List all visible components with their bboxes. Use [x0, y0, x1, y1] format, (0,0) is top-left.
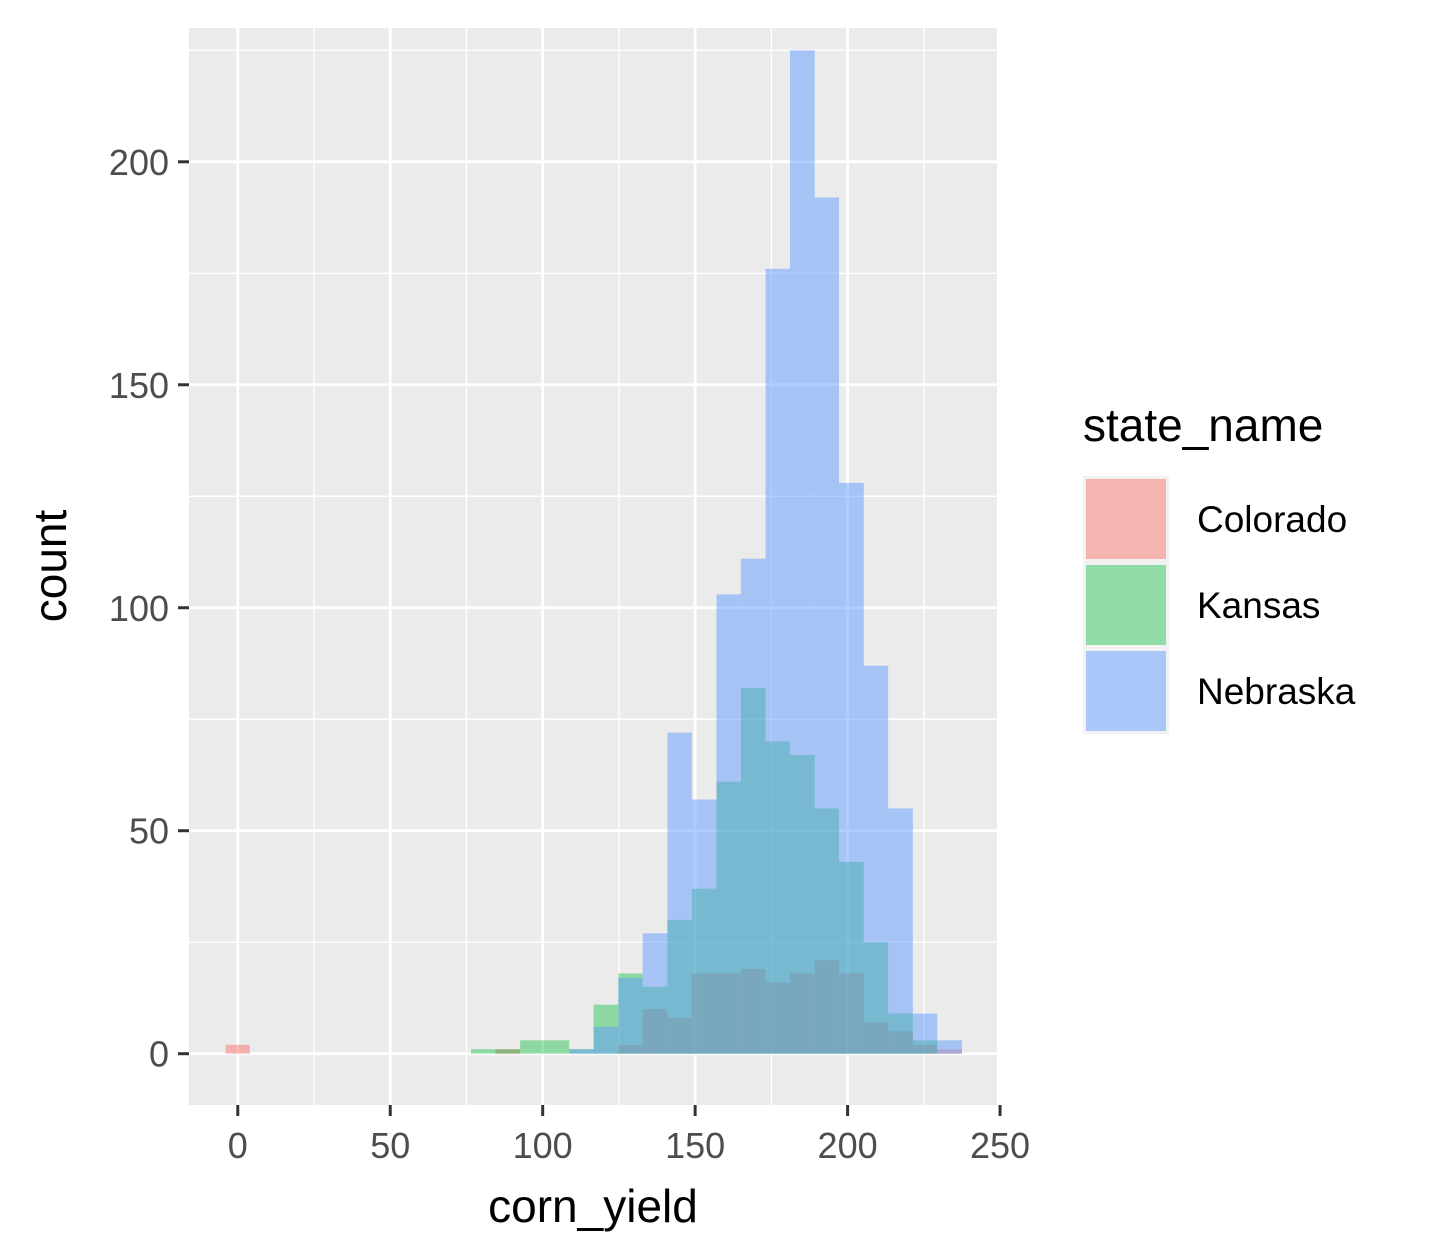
histogram-bar: [544, 1040, 570, 1054]
x-tick-label: 0: [228, 1125, 248, 1166]
legend: state_name Colorado Kansas Nebraska: [1083, 399, 1356, 734]
x-tick-label: 200: [818, 1125, 878, 1166]
histogram-bars: [225, 50, 962, 1054]
histogram-bar: [789, 50, 815, 1054]
histogram-bar: [667, 732, 692, 1054]
histogram-bar: [520, 1040, 545, 1054]
legend-swatch: [1086, 651, 1166, 731]
x-tick-label: 150: [665, 1125, 725, 1166]
histogram-bar: [495, 1049, 521, 1054]
histogram-bar: [814, 197, 840, 1054]
histogram-bar: [225, 1044, 250, 1054]
histogram-bar: [888, 808, 913, 1054]
histogram-bar: [863, 665, 889, 1054]
histogram-bar: [839, 482, 864, 1054]
y-axis: 0 50 100 150 200: [109, 142, 189, 1075]
x-axis-title: corn_yield: [488, 1180, 698, 1232]
histogram-bar: [569, 1049, 594, 1054]
legend-label: Nebraska: [1197, 671, 1356, 712]
x-axis: 0 50 100 150 200 250: [228, 1105, 1030, 1166]
legend-swatch: [1086, 565, 1166, 645]
histogram-bar: [740, 558, 766, 1054]
x-tick-label: 100: [513, 1125, 573, 1166]
histogram-bar: [716, 594, 741, 1054]
y-axis-title: count: [24, 510, 76, 623]
y-tick-label: 150: [109, 365, 169, 406]
legend-label: Colorado: [1197, 499, 1347, 540]
series-nebraska: [569, 50, 962, 1054]
y-tick-label: 0: [149, 1034, 169, 1075]
legend-label: Kansas: [1197, 585, 1320, 626]
histogram-bar: [937, 1040, 962, 1054]
histogram-bar: [471, 1049, 496, 1054]
y-tick-label: 100: [109, 588, 169, 629]
legend-swatch: [1086, 479, 1166, 559]
histogram-bar: [912, 1013, 938, 1054]
histogram-bar: [618, 977, 643, 1054]
legend-key-bg: [1083, 562, 1169, 648]
histogram-bar: [765, 268, 790, 1054]
x-tick-label: 250: [970, 1125, 1030, 1166]
histogram-bar: [642, 933, 668, 1054]
x-tick-label: 50: [370, 1125, 410, 1166]
histogram-bar: [691, 799, 717, 1054]
y-tick-label: 50: [129, 811, 169, 852]
histogram-bar: [593, 1026, 619, 1054]
y-tick-label: 200: [109, 142, 169, 183]
legend-title: state_name: [1083, 399, 1323, 451]
histogram-bar: [495, 1049, 521, 1054]
